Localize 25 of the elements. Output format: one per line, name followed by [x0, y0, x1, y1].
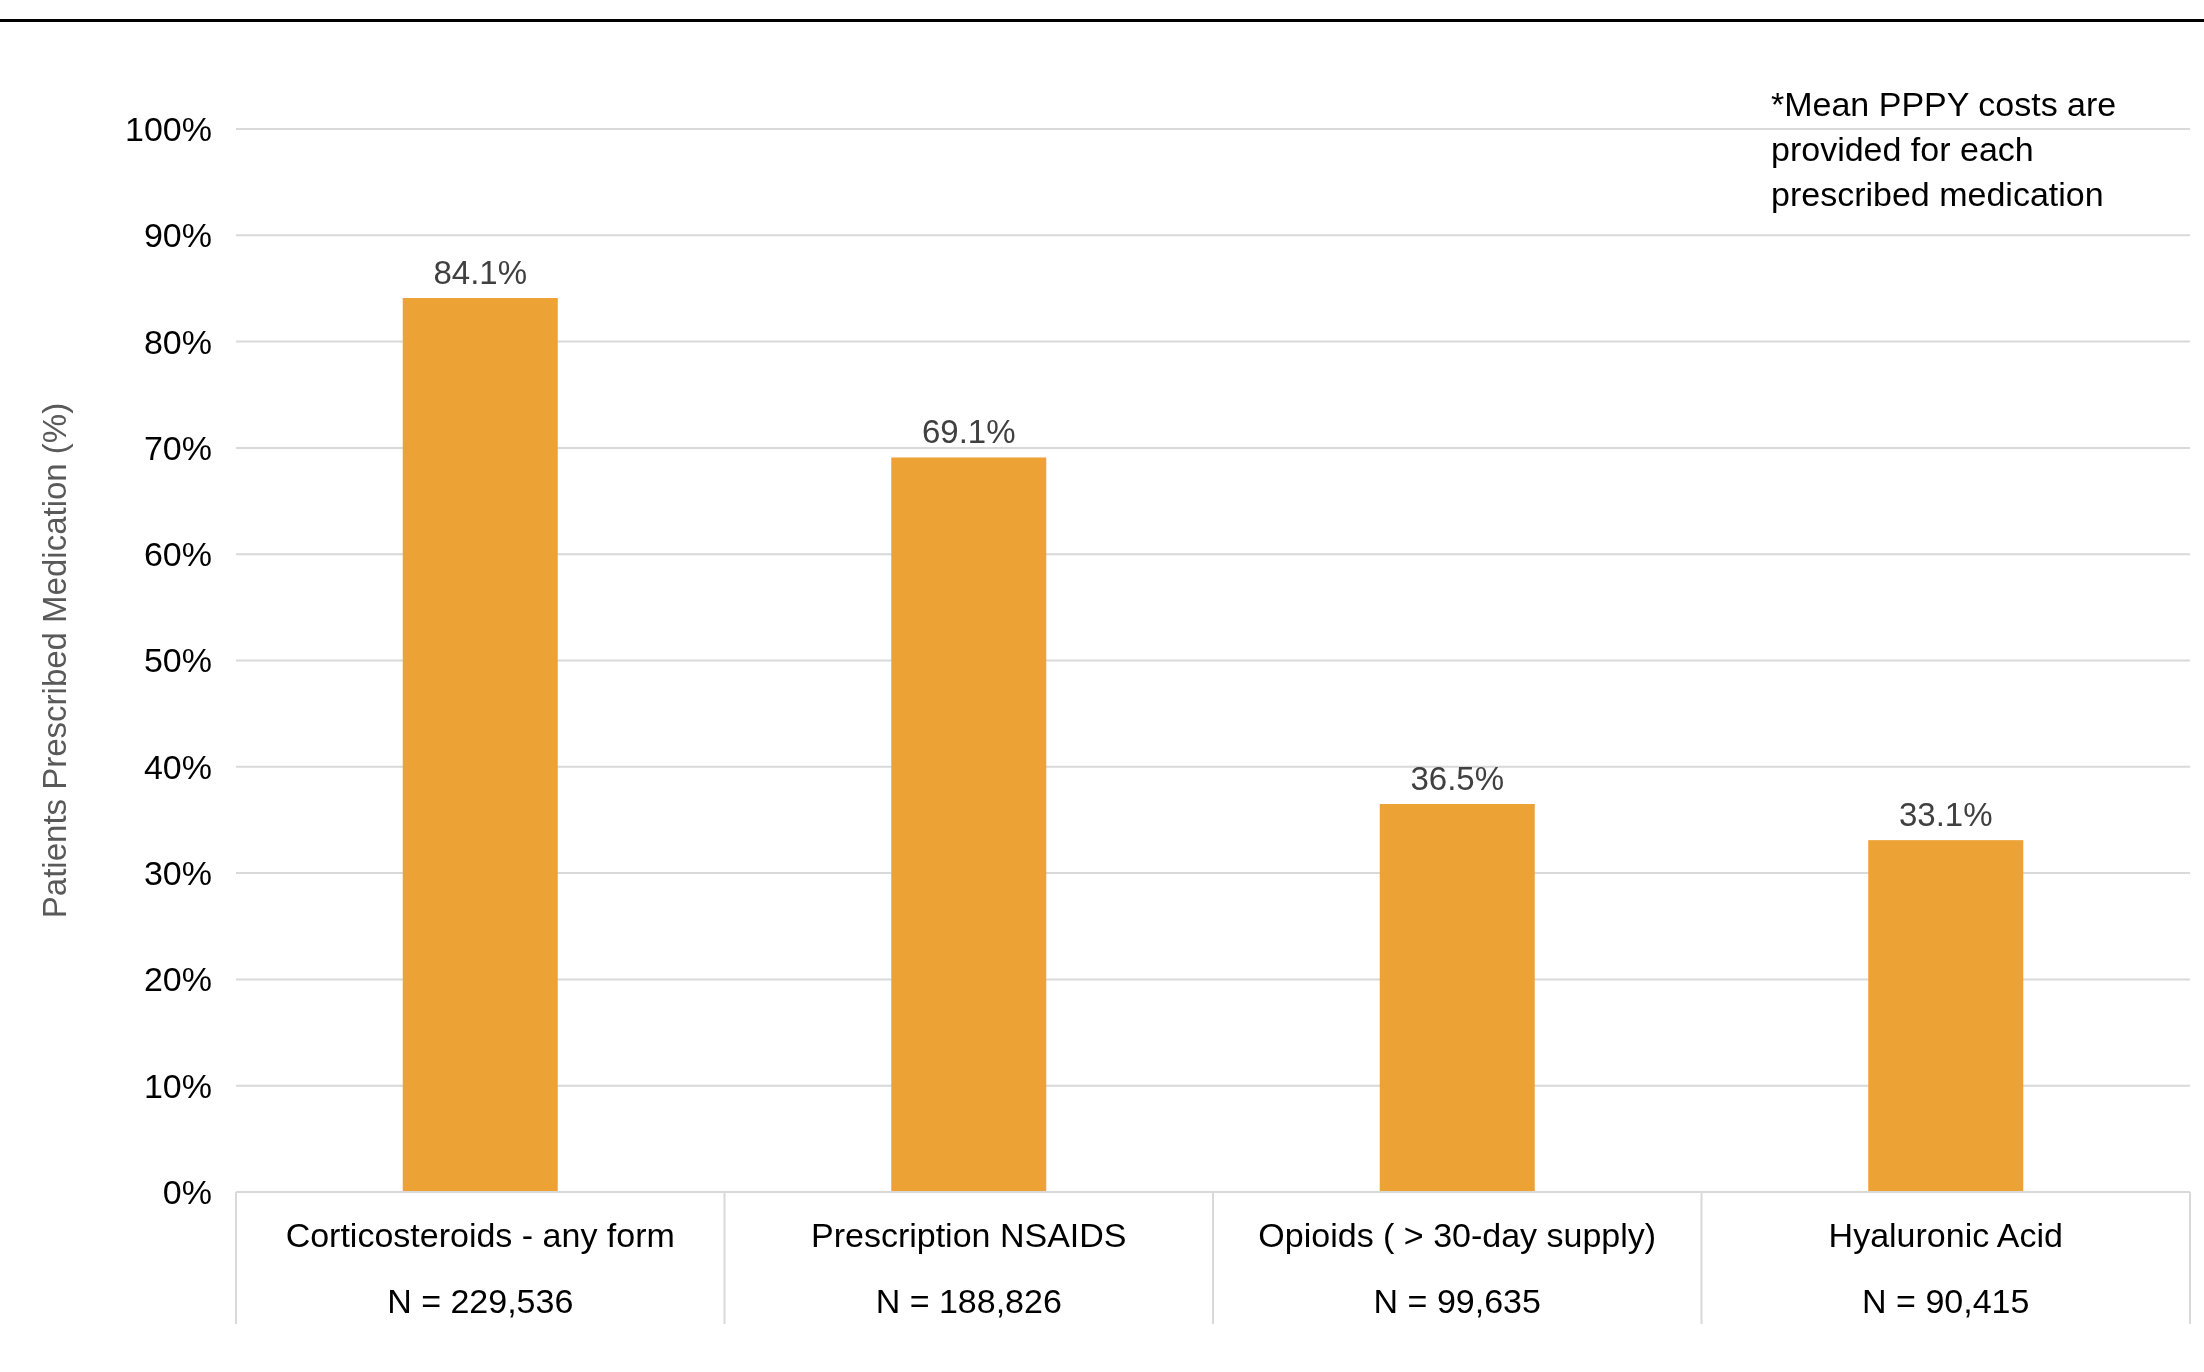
- x-tick-label: Hyaluronic Acid N = 90,415: [1828, 1216, 2063, 1320]
- bar: [1868, 840, 2024, 1192]
- y-tick-label: 80%: [143, 322, 212, 361]
- y-tick-label: 20%: [143, 960, 212, 999]
- annotation: *Mean PPPY costs are provided for each prescribed medication: [1771, 85, 2117, 213]
- x-tick-label: Opioids ( > 30-day supply) N = 99,635: [1258, 1216, 1657, 1320]
- data-label: 84.1%: [433, 254, 528, 292]
- bar: [402, 298, 558, 1192]
- y-tick-label: 50%: [143, 641, 212, 680]
- x-tick-label: Prescription NSAIDS N = 188,826: [810, 1216, 1127, 1320]
- data-label: 33.1%: [1898, 796, 1993, 834]
- y-axis-title: Patients Prescribed Medication (%): [36, 402, 73, 919]
- x-tick-label: Corticosteroids - any form N = 229,536: [285, 1216, 675, 1320]
- bar: [891, 457, 1047, 1192]
- y-tick-label: 70%: [143, 428, 212, 467]
- bar: [1379, 804, 1535, 1192]
- data-label: 69.1%: [921, 413, 1016, 451]
- y-tick-label: 90%: [143, 216, 212, 255]
- data-label: 36.5%: [1410, 760, 1505, 798]
- y-tick-label: 100%: [125, 109, 212, 148]
- y-tick-label: 40%: [143, 747, 212, 786]
- y-tick-label: 60%: [143, 535, 212, 574]
- y-tick-label: 10%: [143, 1066, 212, 1105]
- y-tick-label: 0%: [162, 1172, 212, 1211]
- y-tick-label: 30%: [143, 854, 212, 892]
